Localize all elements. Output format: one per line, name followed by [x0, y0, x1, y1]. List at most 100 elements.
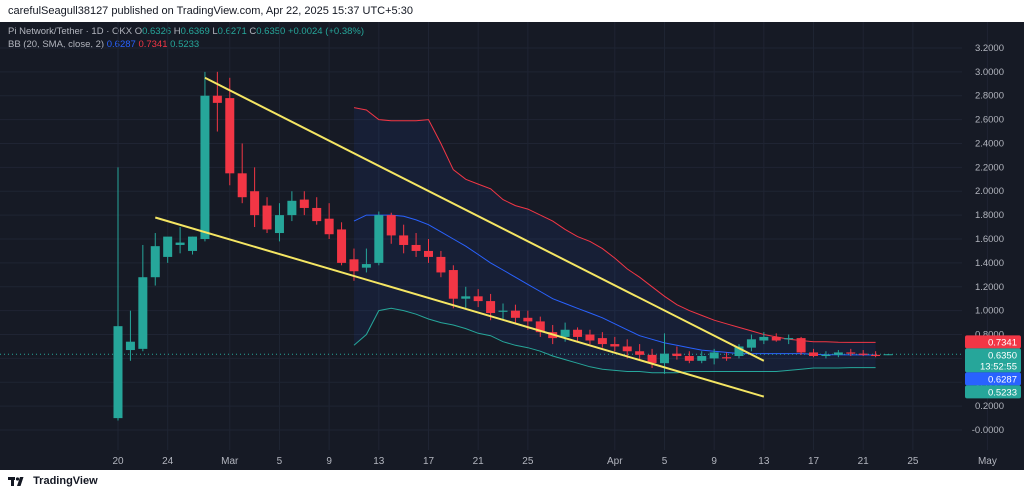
candle-body — [399, 235, 409, 245]
open-label: O — [134, 26, 143, 37]
price-tick-label: 2.4000 — [975, 138, 1004, 149]
candle-body — [138, 277, 148, 349]
candle-body — [883, 354, 893, 356]
upper-band-tag-text: 0.7341 — [988, 337, 1017, 348]
time-tick-label: 25 — [907, 456, 919, 467]
lower-band-tag-text: 0.5233 — [988, 387, 1017, 398]
candle-body — [250, 191, 260, 216]
candle-body — [411, 244, 421, 251]
time-tick-label: Apr — [607, 456, 623, 467]
candle-body — [858, 353, 868, 355]
candle-body — [274, 215, 284, 234]
candle-body — [709, 352, 719, 359]
candle-body — [225, 98, 235, 174]
candle-body — [784, 338, 794, 340]
candle-body — [113, 326, 123, 419]
bb-basis-line — [353, 214, 876, 356]
candle-body — [448, 270, 458, 299]
price-tick-label: 0.2000 — [975, 401, 1004, 412]
candle-body — [672, 353, 682, 357]
candle-body — [349, 259, 359, 272]
close-tag-text: 0.6350 — [988, 350, 1017, 361]
close-tag-countdown: 13:52:55 — [980, 361, 1017, 372]
candle-body — [125, 341, 135, 351]
low-label: L — [212, 26, 218, 37]
price-tick-label: 3.2000 — [975, 43, 1004, 54]
time-tick-label: 21 — [473, 456, 485, 467]
high-value: 0.6369 — [180, 26, 210, 37]
lower-band-tag — [965, 385, 1021, 399]
candle-body — [337, 229, 347, 263]
footer-bar: TradingView — [0, 470, 1024, 492]
price-tick-label: 1.6000 — [975, 234, 1004, 245]
candles-layer — [113, 71, 893, 421]
price-tick-label: 3.0000 — [975, 67, 1004, 78]
tradingview-logo-icon — [8, 476, 24, 486]
candle-body — [163, 236, 173, 257]
price-tick-label: 1.0000 — [975, 306, 1004, 317]
publish-header: carefulSeagull38127 published on Trading… — [0, 0, 1024, 22]
low-value: 0.6271 — [217, 26, 247, 37]
candle-body — [287, 200, 297, 216]
candle-body — [871, 354, 881, 357]
price-tick-label: 2.2000 — [975, 162, 1004, 173]
high-label: H — [173, 26, 181, 37]
candle-body — [510, 310, 520, 318]
upper-band-tag — [965, 335, 1021, 349]
time-tick-label: 25 — [522, 456, 534, 467]
candle-body — [809, 352, 819, 357]
bb-lower-value: 0.5233 — [170, 39, 200, 50]
close-tag — [965, 348, 1021, 373]
change-value: +0.0024 (+0.38%) — [287, 26, 365, 37]
time-axis: 20 24 Mar 5 9 13 17 21 25 Apr 5 9 13 17 21 25 May — [112, 456, 996, 467]
time-tick-label: 9 — [326, 456, 332, 467]
price-tick-label: 2.0000 — [975, 186, 1004, 197]
time-tick-label: May — [978, 456, 997, 467]
time-tick-label: 24 — [162, 456, 174, 467]
lower-wedge-line — [204, 76, 765, 362]
price-chart[interactable]: 3.2000 3.0000 2.8000 2.6000 2.4000 2.2000 2.00… — [0, 22, 1024, 470]
candle-body — [150, 246, 160, 278]
price-tick-label: 1.8000 — [975, 210, 1004, 221]
candle-body — [212, 95, 222, 103]
upper-wedge-line — [154, 216, 765, 398]
candle-body — [684, 356, 694, 361]
candle-body — [237, 173, 247, 198]
grid-layer — [0, 22, 988, 450]
publish-line: carefulSeagull38127 published on Trading… — [8, 5, 413, 17]
trendlines-layer — [154, 76, 765, 398]
candle-body — [796, 338, 806, 353]
basis-tag — [965, 372, 1021, 386]
candle-body — [523, 317, 533, 322]
candle-body — [759, 336, 769, 341]
time-tick-label: 5 — [277, 456, 283, 467]
bb-label[interactable]: BB (20, SMA, close, 2) — [8, 39, 105, 50]
candle-body — [324, 218, 334, 235]
close-value: 0.6350 — [256, 26, 286, 37]
candle-body — [635, 351, 645, 355]
symbol-name[interactable]: Pi Network/Tether · 1D · OKX — [8, 26, 133, 37]
candle-body — [486, 301, 496, 314]
time-tick-label: 20 — [112, 456, 124, 467]
bb-upper-value: 0.7341 — [138, 39, 168, 50]
candle-body — [312, 207, 322, 222]
candle-body — [734, 346, 744, 357]
price-tick-label: -0.0000 — [972, 425, 1004, 436]
candle-body — [746, 339, 756, 348]
time-tick-label: 5 — [662, 456, 668, 467]
bb-lower-line — [353, 307, 876, 374]
candle-body — [585, 334, 595, 341]
candle-body — [560, 329, 570, 337]
candle-body — [262, 205, 272, 230]
time-tick-label: 21 — [858, 456, 870, 467]
candle-body — [821, 354, 831, 357]
price-tick-label: 1.4000 — [975, 258, 1004, 269]
time-tick-label: 17 — [423, 456, 435, 467]
symbol-legend: Pi Network/Tether · 1D · OKX O0.6326 H0.… — [8, 26, 364, 37]
candle-body — [498, 310, 508, 312]
candle-body — [424, 250, 433, 257]
candle-body — [722, 357, 732, 359]
candle-body — [374, 215, 384, 263]
time-tick-label: 17 — [808, 456, 820, 467]
candle-body — [833, 352, 843, 355]
